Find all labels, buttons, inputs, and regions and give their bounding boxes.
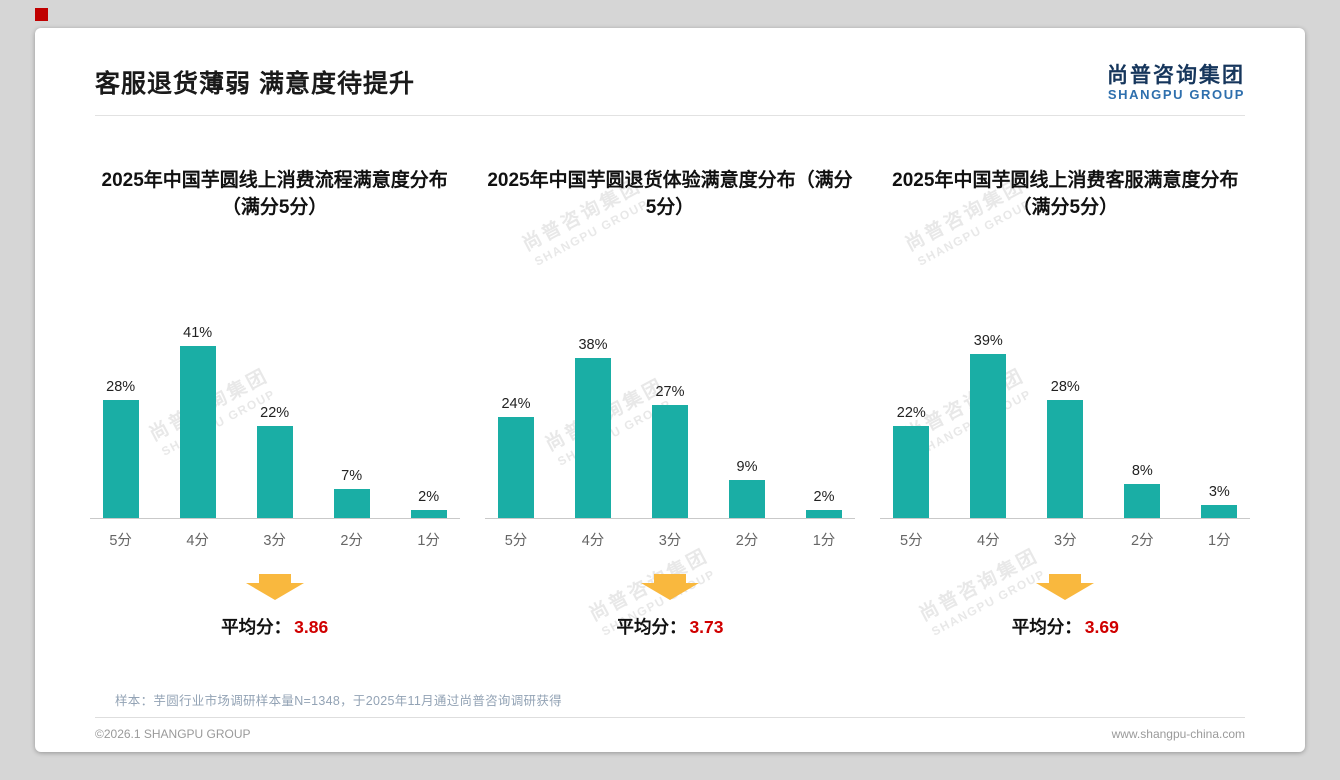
- bar: [1124, 484, 1161, 519]
- footer-website: www.shangpu-china.com: [1111, 727, 1245, 741]
- bar-value-label: 9%: [736, 459, 758, 476]
- category-label: 3分: [263, 533, 286, 550]
- category-label: 1分: [812, 533, 836, 550]
- bar: [333, 488, 370, 519]
- bar-column: 3%: [1201, 484, 1238, 519]
- down-arrow-icon: [640, 574, 699, 601]
- chart-service-satisfaction: 2025年中国芋圆线上消费客服满意度分布（满分5分） 22% 39% 28% 8% 3%…: [868, 168, 1263, 639]
- bar-column: 41%: [179, 324, 216, 519]
- bar-value-label: 41%: [183, 324, 213, 341]
- bar-value-label: 22%: [896, 404, 926, 421]
- page-title: 客服退货薄弱 满意度待提升: [95, 70, 415, 98]
- slide-header: 客服退货薄弱 满意度待提升 尚普咨询集团 SHANGPU GROUP: [95, 28, 1245, 117]
- bar-column: 28%: [1047, 379, 1084, 519]
- average-line: 平均分： 3.86: [221, 614, 328, 639]
- bar-value-label: 28%: [1050, 379, 1080, 396]
- category-label: 1分: [417, 533, 440, 550]
- bar-column: 39%: [970, 333, 1007, 519]
- average-line: 平均分： 3.69: [1012, 614, 1119, 639]
- slide-card: 尚普咨询集团 SHANGPU GROUP 尚普咨询集团 SHANGPU GROU…: [35, 28, 1305, 752]
- category-axis: 5分 4分 3分 2分 1分: [485, 529, 855, 550]
- bar-column: 28%: [102, 379, 139, 519]
- bar-value-label: 7%: [341, 467, 363, 484]
- category-label: 5分: [504, 533, 528, 550]
- chart-process-satisfaction: 2025年中国芋圆线上消费流程满意度分布（满分5分） 28% 41% 22% 7% 2%…: [77, 168, 472, 639]
- bar: [1047, 400, 1084, 519]
- category-axis: 5分 4分 3分 2分 1分: [90, 529, 460, 550]
- bar-plot: 24% 38% 27% 9% 2%: [484, 288, 855, 520]
- average-label: 平均分：: [1011, 617, 1082, 638]
- bar-value-label: 24%: [501, 396, 531, 413]
- bar-value-label: 22%: [260, 404, 290, 421]
- logo-cn: 尚普咨询集团: [1107, 64, 1245, 87]
- category-label: 3分: [658, 533, 682, 550]
- chart-return-satisfaction: 2025年中国芋圆退货体验满意度分布（满分5分） 24% 38% 27% 9% 2% 5…: [472, 168, 867, 639]
- average-value: 3.69: [1084, 617, 1119, 638]
- company-logo: 尚普咨询集团 SHANGPU GROUP: [1107, 64, 1245, 103]
- bar-value-label: 2%: [418, 488, 440, 505]
- bar: [651, 404, 688, 519]
- bar-column: 38%: [574, 337, 611, 519]
- bar-column: 22%: [893, 404, 930, 519]
- average-line: 平均分： 3.73: [616, 614, 723, 639]
- slide-footer: ©2026.1 SHANGPU GROUP www.shangpu-china.…: [95, 717, 1245, 741]
- logo-en: SHANGPU GROUP: [1107, 87, 1245, 103]
- average-value: 3.86: [294, 617, 329, 638]
- down-arrow-icon: [245, 574, 304, 601]
- bar-plot: 28% 41% 22% 7% 2%: [89, 288, 460, 520]
- bar: [410, 509, 447, 519]
- bar-column: 27%: [651, 383, 688, 519]
- bar-value-label: 2%: [813, 488, 835, 505]
- bar: [728, 480, 765, 519]
- bar-column: 2%: [805, 488, 842, 519]
- category-label: 4分: [977, 533, 1000, 550]
- chart-title: 2025年中国芋圆线上消费流程满意度分布（满分5分）: [101, 170, 448, 219]
- bar-plot: 22% 39% 28% 8% 3%: [880, 288, 1251, 520]
- footer-copyright: ©2026.1 SHANGPU GROUP: [95, 727, 251, 741]
- bar-column: 22%: [256, 404, 293, 519]
- bar-value-label: 39%: [973, 333, 1003, 350]
- bar-column: 9%: [728, 459, 765, 519]
- average-label: 平均分：: [616, 617, 687, 638]
- average-value: 3.73: [689, 617, 724, 638]
- down-arrow-icon: [1036, 574, 1095, 601]
- category-label: 2分: [340, 533, 363, 550]
- bar-column: 2%: [410, 488, 447, 519]
- bar: [497, 417, 534, 519]
- chart-title: 2025年中国芋圆退货体验满意度分布（满分5分）: [487, 170, 853, 219]
- category-label: 1分: [1208, 533, 1231, 550]
- charts-row: 2025年中国芋圆线上消费流程满意度分布（满分5分） 28% 41% 22% 7% 2%…: [77, 168, 1263, 639]
- corner-accent: [35, 8, 48, 21]
- bar: [893, 425, 930, 519]
- bar-value-label: 3%: [1208, 484, 1230, 501]
- bar-value-label: 28%: [106, 379, 136, 396]
- average-label: 平均分：: [221, 617, 292, 638]
- category-label: 2分: [735, 533, 759, 550]
- bar: [970, 354, 1007, 519]
- bar-column: 7%: [333, 467, 370, 519]
- bar: [256, 425, 293, 519]
- category-label: 5分: [900, 533, 923, 550]
- bar-column: 24%: [497, 396, 534, 519]
- bar-value-label: 27%: [655, 383, 685, 400]
- bar-value-label: 38%: [578, 337, 608, 354]
- category-label: 2分: [1131, 533, 1154, 550]
- category-label: 4分: [186, 533, 209, 550]
- bar-value-label: 8%: [1131, 463, 1153, 480]
- category-label: 3分: [1054, 533, 1077, 550]
- category-label: 5分: [109, 533, 132, 550]
- bar: [805, 509, 842, 519]
- bar: [574, 358, 611, 519]
- category-axis: 5分 4分 3分 2分 1分: [880, 529, 1250, 550]
- bar: [179, 345, 216, 519]
- bar: [102, 400, 139, 519]
- bar-column: 8%: [1124, 463, 1161, 519]
- chart-title: 2025年中国芋圆线上消费客服满意度分布（满分5分）: [892, 170, 1239, 219]
- category-label: 4分: [581, 533, 605, 550]
- sample-footnote: 样本：芋圆行业市场调研样本量N=1348，于2025年11月通过尚普咨询调研获得: [115, 694, 562, 708]
- bar: [1201, 505, 1238, 519]
